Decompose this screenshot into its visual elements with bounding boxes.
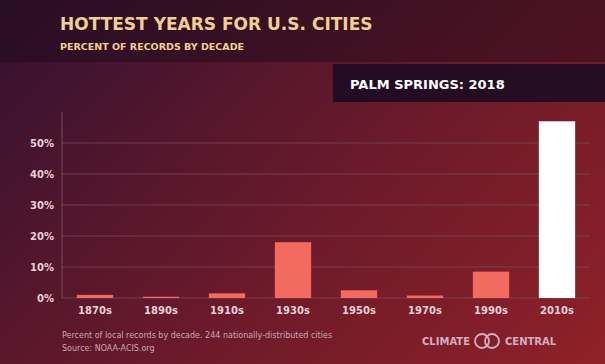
y-tick-label: 0% — [37, 293, 54, 304]
grid-line — [62, 143, 590, 144]
y-tick-label: 20% — [30, 231, 54, 242]
logo-text: CLIMATE — [422, 336, 470, 347]
grid-line — [62, 236, 590, 237]
annotation: PALM SPRINGS: 2018 — [350, 77, 505, 92]
grid-line — [62, 174, 590, 175]
x-tick-label: 1950s — [342, 305, 376, 316]
title-band — [0, 0, 605, 62]
bar — [209, 293, 245, 298]
chart: HOTTEST YEARS FOR U.S. CITIES PERCENT OF … — [0, 0, 605, 364]
bar — [77, 295, 113, 298]
grid-line — [62, 205, 590, 206]
grid-line — [62, 298, 590, 299]
x-tick-label: 1990s — [474, 305, 508, 316]
logo-text: CENTRAL — [505, 336, 557, 347]
bar — [275, 242, 311, 298]
footnote: Percent of local records by decade. 244 … — [62, 331, 332, 340]
subtitle: PERCENT OF RECORDS BY DECADE — [60, 41, 244, 52]
y-tick-label: 50% — [30, 138, 54, 149]
bar — [539, 121, 575, 298]
x-tick-label: 1910s — [210, 305, 244, 316]
x-tick-label: 2010s — [540, 305, 574, 316]
x-tick-label: 1870s — [78, 305, 112, 316]
x-tick-label: 1930s — [276, 305, 310, 316]
bars — [77, 121, 575, 298]
x-tick-label: 1890s — [144, 305, 178, 316]
bar — [341, 290, 377, 298]
bar — [407, 296, 443, 298]
y-tick-label: 40% — [30, 169, 54, 180]
title: HOTTEST YEARS FOR U.S. CITIES — [60, 14, 373, 34]
y-tick-label: 30% — [30, 200, 54, 211]
footnote: Source: NOAA-ACIS.org — [62, 344, 155, 353]
x-tick-label: 1970s — [408, 305, 442, 316]
y-tick-label: 10% — [30, 262, 54, 273]
grid-line — [62, 267, 590, 268]
bar — [473, 272, 509, 298]
logo-circle — [485, 334, 499, 348]
y-axis-line — [62, 112, 63, 298]
bar — [143, 297, 179, 298]
annotation-band — [333, 64, 605, 102]
